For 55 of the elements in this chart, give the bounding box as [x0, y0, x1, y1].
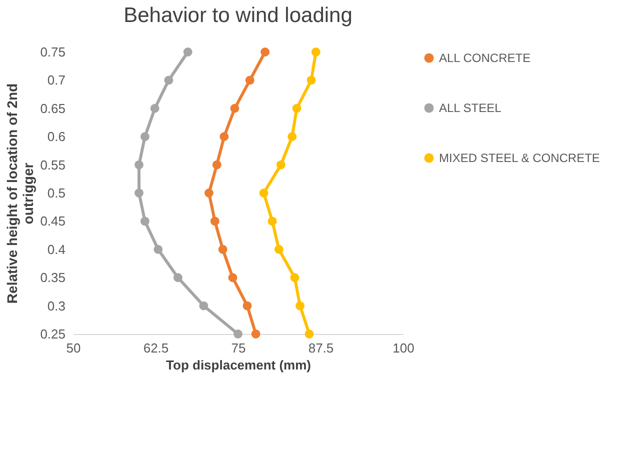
y-tick-label: 0.75 — [40, 44, 66, 60]
point — [134, 188, 144, 198]
point — [288, 132, 297, 142]
x-axis-title: Top displacement (mm) — [166, 358, 311, 372]
point — [296, 301, 305, 310]
point — [276, 160, 286, 170]
point — [260, 48, 270, 56]
point — [245, 76, 254, 85]
point — [259, 188, 268, 198]
point — [220, 132, 229, 142]
point — [199, 301, 208, 310]
point — [218, 244, 228, 254]
point — [234, 330, 242, 338]
y-tick-label: 0.7 — [47, 72, 66, 88]
point — [251, 330, 260, 338]
point — [268, 216, 277, 226]
point — [304, 330, 314, 338]
point — [134, 160, 144, 170]
y-tick-label: 0.55 — [40, 157, 66, 172]
point — [274, 244, 284, 254]
y-tick-label: 0.4 — [47, 242, 66, 257]
y-axis-title: Relative height of location of 2nd outrigger — [4, 83, 36, 304]
x-tick-label: 50 — [66, 340, 81, 356]
point — [204, 188, 214, 198]
point — [150, 104, 160, 113]
y-tick-label: 0.35 — [40, 270, 66, 286]
point — [173, 273, 182, 282]
legend-label: ALL STEEL — [439, 101, 502, 115]
legend-label: ALL CONCRETE — [439, 51, 531, 65]
y-tick-label: 0.3 — [47, 298, 66, 314]
point — [183, 48, 192, 56]
x-tick-label: 100 — [392, 340, 414, 356]
point — [306, 76, 316, 85]
x-tick-label: 87.5 — [308, 340, 334, 356]
point — [292, 104, 302, 113]
point — [212, 160, 222, 170]
y-tick-label: 0.25 — [40, 326, 66, 342]
point — [140, 216, 150, 226]
y-tick-label: 0.45 — [40, 214, 66, 229]
point — [154, 244, 163, 254]
y-tick-label: 0.5 — [47, 186, 66, 200]
point — [230, 104, 240, 113]
point — [290, 273, 300, 282]
point — [228, 273, 238, 282]
point — [164, 76, 174, 85]
y-tick-label: 0.6 — [47, 129, 66, 144]
point — [140, 132, 150, 142]
chart-title: Behavior to wind loading — [124, 4, 352, 27]
y-tick-label: 0.65 — [40, 100, 66, 116]
point — [311, 48, 320, 56]
point — [242, 301, 252, 310]
point — [210, 216, 220, 226]
legend-label: MIXED STEEL & CONCRETE — [439, 151, 600, 165]
x-tick-label: 75 — [231, 340, 246, 356]
x-tick-label: 62.5 — [143, 340, 169, 356]
